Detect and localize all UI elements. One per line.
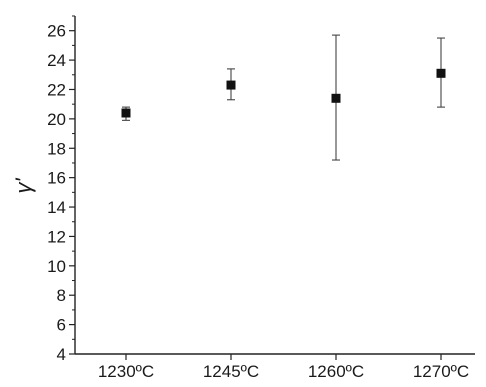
y-tick-label: 26	[47, 22, 66, 41]
data-point	[331, 93, 341, 103]
x-tick-label: 1270ºC	[413, 362, 469, 381]
y-tick-label: 4	[57, 345, 66, 364]
data-point	[436, 68, 446, 78]
y-axis-label: γ'	[11, 178, 36, 194]
error-bars	[122, 34, 445, 161]
y-tick-label: 16	[47, 169, 66, 188]
y-tick-label: 14	[47, 198, 66, 217]
x-tick-label: 1245ºC	[203, 362, 259, 381]
y-tick-label: 18	[47, 139, 66, 158]
y-tick-label: 8	[57, 286, 66, 305]
y-tick-label: 10	[47, 257, 66, 276]
y-tick-label: 20	[47, 110, 66, 129]
x-tick-label: 1230ºC	[98, 362, 154, 381]
x-tick-label: 1260ºC	[308, 362, 364, 381]
x-ticks: 1230ºC 1245ºC 1260ºC 1270ºC	[98, 354, 469, 381]
y-tick-label: 24	[47, 51, 66, 70]
data-points	[121, 68, 446, 118]
y-ticks: 4 6 8 10 12 14 16 18 20 22 24 26	[47, 15, 75, 364]
data-point	[121, 108, 131, 118]
axes	[74, 16, 475, 355]
y-tick-label: 22	[47, 80, 66, 99]
y-tick-label: 12	[47, 227, 66, 246]
data-point	[226, 80, 236, 90]
y-tick-label: 6	[57, 316, 66, 335]
